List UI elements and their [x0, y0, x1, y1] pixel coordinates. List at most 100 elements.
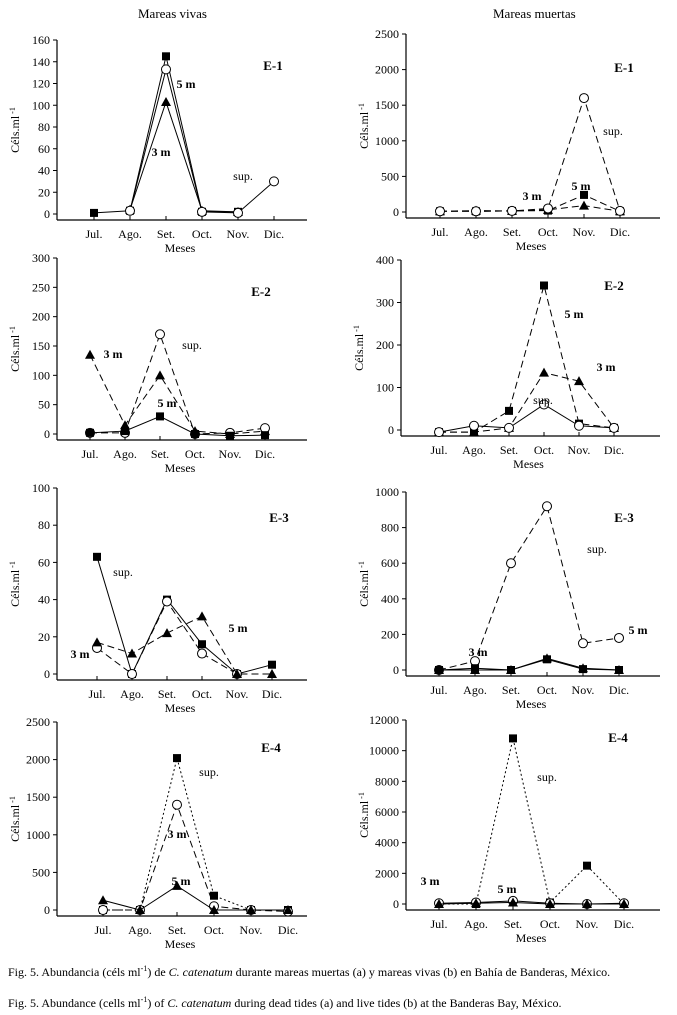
column-title-vivas: Mareas vivas	[138, 6, 207, 21]
series-label: 5 m	[158, 396, 177, 410]
data-point	[542, 653, 552, 663]
data-point	[505, 406, 513, 415]
data-point	[198, 640, 206, 649]
data-point	[98, 905, 108, 915]
series-line	[439, 205, 621, 212]
data-point	[579, 93, 589, 104]
series-label: sup.	[233, 169, 253, 183]
series-triangle	[434, 897, 629, 908]
series-label: 5 m	[177, 77, 196, 91]
y-tick-label: 8000	[375, 774, 399, 788]
data-point	[269, 176, 279, 187]
y-tick-label: 250	[32, 280, 50, 294]
data-point	[508, 897, 518, 907]
data-point	[580, 190, 588, 199]
series-line	[89, 415, 266, 437]
series-line	[103, 757, 288, 911]
x-tick-label: Set.	[151, 447, 169, 461]
series-line	[438, 901, 624, 905]
data-point	[506, 558, 516, 569]
data-point	[92, 637, 102, 647]
series-label: sup.	[113, 565, 133, 579]
y-tick-label: 2000	[375, 63, 399, 77]
series-circle	[98, 799, 293, 917]
series-label: sup.	[537, 770, 557, 784]
x-tick-label: Set.	[157, 227, 175, 241]
series-label: 5 m	[572, 179, 591, 193]
x-axis-label: Meses	[516, 697, 547, 711]
data-point	[125, 205, 135, 216]
y-tick-label: 400	[376, 253, 394, 267]
data-point	[246, 905, 256, 914]
series-circle	[92, 596, 242, 679]
data-point	[161, 64, 171, 75]
x-tick-label: Set.	[168, 923, 186, 937]
y-axis-label: Céls.ml -1	[357, 561, 371, 607]
x-tick-label: Set.	[502, 683, 520, 697]
y-tick-label: 160	[32, 33, 50, 47]
series-square	[99, 754, 292, 914]
y-tick-label: 1000	[375, 485, 399, 499]
series-label: sup.	[199, 765, 219, 779]
y-axis-label: Céls.ml -1	[357, 103, 371, 149]
series-square	[435, 281, 618, 437]
y-tick-label: 20	[38, 185, 50, 199]
caption-english: Fig. 5. Abundance (cells ml-1) of C. cat…	[8, 995, 562, 1010]
x-tick-label: Jul.	[431, 225, 448, 239]
series-label: 3 m	[523, 189, 542, 203]
y-tick-label: 40	[38, 164, 50, 178]
x-tick-label: Ago.	[464, 917, 488, 931]
x-tick-label: Oct.	[185, 447, 205, 461]
data-point	[232, 669, 242, 678]
y-tick-label: 0	[44, 207, 50, 221]
x-tick-label: Ago.	[464, 225, 488, 239]
data-point	[173, 754, 181, 763]
data-point	[574, 420, 584, 431]
x-tick-label: Oct.	[192, 687, 212, 701]
y-tick-label: 100	[32, 98, 50, 112]
y-tick-label: 40	[38, 593, 50, 607]
series-label: sup.	[587, 542, 607, 556]
y-tick-label: 0	[44, 667, 50, 681]
series-square	[86, 412, 269, 440]
panel-title: E-2	[604, 278, 624, 293]
series-triangle	[92, 611, 277, 678]
data-point	[127, 669, 137, 679]
y-tick-label: 300	[32, 251, 50, 265]
chart-muertas-E2: 0 100 200 300 400 Jul. Ago. Set. Oct. Nov. Dic. Mes…	[352, 253, 660, 471]
x-tick-label: Ago.	[113, 447, 137, 461]
data-point	[470, 665, 480, 674]
x-axis-label: Meses	[165, 241, 196, 255]
data-point	[507, 205, 517, 216]
x-tick-label: Oct.	[538, 225, 558, 239]
y-tick-label: 0	[393, 205, 399, 219]
series-line	[96, 600, 238, 675]
data-point	[582, 899, 592, 908]
data-point	[434, 665, 444, 674]
data-point	[233, 207, 243, 218]
data-point	[283, 905, 293, 914]
series-label: sup.	[603, 124, 623, 138]
y-tick-label: 0	[393, 663, 399, 677]
y-tick-label: 0	[388, 423, 394, 437]
x-axis-label: Meses	[516, 239, 547, 253]
x-tick-label: Dic.	[262, 687, 282, 701]
y-tick-label: 50	[38, 398, 50, 412]
x-tick-label: Set.	[158, 687, 176, 701]
x-tick-label: Oct.	[534, 443, 554, 457]
chart-vivas-E2: 0 50 100 150 200 250 300 Jul. Ago. Set. Oct. Nov. Di…	[8, 251, 307, 475]
x-tick-label: Oct.	[537, 683, 557, 697]
data-point	[197, 648, 207, 659]
data-point	[578, 663, 588, 673]
x-tick-label: Jul.	[430, 917, 447, 931]
data-point	[93, 552, 101, 561]
y-tick-label: 20	[38, 630, 50, 644]
data-point	[162, 596, 172, 607]
x-tick-label: Set.	[503, 225, 521, 239]
x-tick-label: Nov.	[227, 227, 250, 241]
x-tick-label: Ago.	[118, 227, 142, 241]
series-label: 5 m	[229, 621, 248, 635]
data-point	[434, 427, 444, 438]
panel-title: E-2	[251, 284, 271, 299]
y-tick-label: 1500	[26, 790, 50, 804]
